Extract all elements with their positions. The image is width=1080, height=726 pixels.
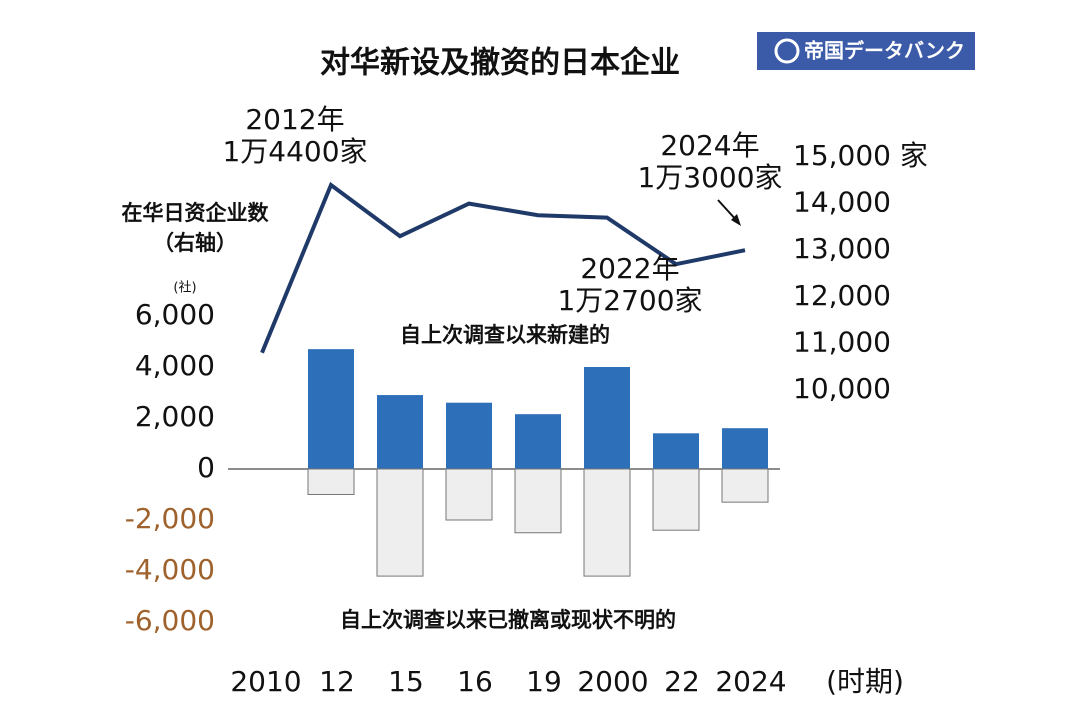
x-tick-label: 16 (457, 665, 493, 698)
logo-text: 帝国データバンク (804, 39, 965, 63)
series-label: 自上次调查以来新建的 (400, 323, 610, 347)
bar (722, 428, 768, 469)
bar (376, 468, 424, 577)
y-tick-label: -2,000 (125, 502, 215, 535)
bar (515, 414, 561, 469)
y2-tick-label: 11,000 (793, 325, 891, 358)
y2-tick-label: 10,000 (793, 372, 891, 405)
x-tick-label: 15 (388, 665, 424, 698)
x-tick-label: 2024 (715, 665, 786, 698)
y2-tick-label: 14,000 (793, 186, 891, 219)
bar (652, 468, 700, 531)
annotation: 1万4400家 (222, 135, 367, 168)
x-tick-label: 2000 (577, 665, 648, 698)
bar (653, 433, 699, 469)
annotation: 2024年 (660, 129, 759, 162)
annotation: 1万3000家 (637, 161, 782, 194)
x-tick-label: 22 (664, 665, 700, 698)
chart-title: 对华新设及撤资的日本企业 (320, 46, 680, 81)
y-tick-label: -6,000 (125, 604, 215, 637)
series-label: 在华日资企业数 (122, 201, 270, 225)
annotation: 2022年 (580, 252, 679, 285)
x-axis-label: (时期) (826, 665, 904, 698)
logo-box (757, 32, 975, 70)
bar (307, 468, 355, 495)
bar (721, 468, 769, 503)
y2-tick-label: 12,000 (793, 279, 891, 312)
y-unit: (社) (173, 280, 196, 296)
y2-tick-label: 13,000 (793, 232, 891, 265)
bar (377, 395, 423, 469)
x-tick-label: 12 (319, 665, 355, 698)
y-tick-label: 4,000 (135, 349, 215, 382)
bar (445, 468, 493, 521)
line (260, 181, 746, 354)
bar (584, 367, 630, 469)
bar (446, 402, 492, 469)
bar (583, 468, 631, 577)
series-label: 自上次调查以来已撤离或现状不明的 (340, 608, 676, 632)
y-tick-label: 0 (197, 451, 215, 484)
bar (514, 468, 562, 534)
x-tick-label: 19 (526, 665, 562, 698)
y-tick-label: 6,000 (135, 298, 215, 331)
series-label: （右轴） (153, 231, 237, 255)
bar (308, 349, 354, 469)
y2-tick-label: 15,000 家 (793, 139, 928, 172)
arrow-head (731, 214, 741, 226)
logo-icon (774, 38, 800, 64)
y-tick-label: -4,000 (125, 553, 215, 586)
annotation: 2012年 (245, 103, 344, 136)
y-tick-label: 2,000 (135, 400, 215, 433)
annotation: 1万2700家 (557, 284, 702, 317)
x-tick-label: 2010 (230, 665, 301, 698)
